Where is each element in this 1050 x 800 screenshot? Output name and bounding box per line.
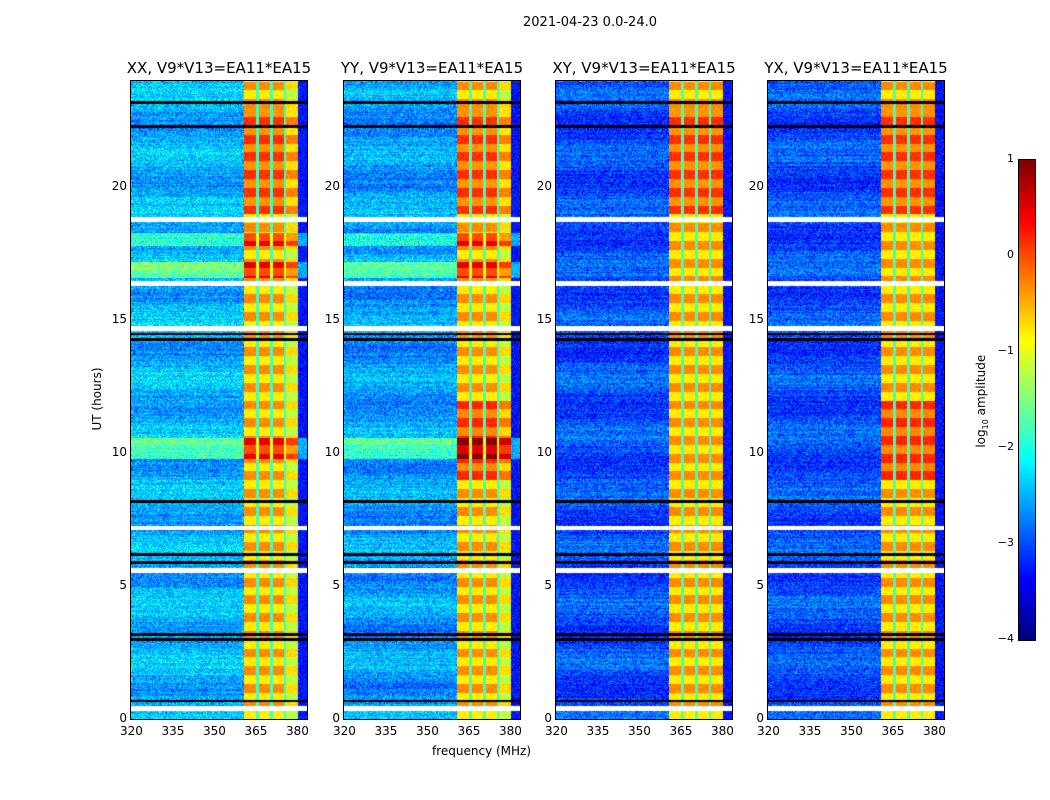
y-tick-label: 0 [544, 711, 552, 725]
y-tick-label: 15 [111, 312, 127, 327]
colorbar-tick-label: −4 [997, 632, 1014, 645]
x-tick-label: 380 [711, 724, 734, 738]
heatmap-image [556, 81, 732, 719]
y-tick-label: 10 [536, 445, 552, 460]
x-tick-label: 365 [669, 724, 693, 738]
x-tick-label: 380 [499, 724, 522, 738]
y-tick-label: 5 [332, 578, 340, 593]
colorbar-tick-label: 0 [1007, 248, 1014, 261]
y-tick-label: 20 [748, 179, 764, 194]
x-tick-label: 365 [457, 724, 481, 738]
panel-title: YX, V9*V13=EA11*EA15 [764, 59, 948, 77]
colorbar-tick-label: −3 [997, 536, 1014, 549]
x-tick-label: 320 [120, 724, 143, 738]
y-tick-label: 15 [324, 312, 340, 327]
y-tick-label: 20 [324, 179, 340, 194]
colorbar-gradient [1019, 160, 1035, 640]
y-tick-label: 20 [536, 179, 552, 194]
x-tick-label: 365 [881, 724, 905, 738]
x-tick-label: 350 [416, 724, 439, 738]
y-tick-label: 10 [324, 445, 340, 460]
panel-title: XY, V9*V13=EA11*EA15 [552, 59, 736, 77]
heatmap-panel [555, 80, 733, 720]
y-tick-label: 20 [111, 179, 127, 194]
heatmap-panel [767, 80, 945, 720]
x-tick-label: 320 [545, 724, 568, 738]
colorbar-label: log10 amplitude [973, 354, 991, 448]
y-axis-label: UT (hours) [90, 367, 104, 431]
y-tick-label: 0 [332, 711, 340, 725]
colorbar-tick-label: −2 [997, 440, 1014, 453]
x-tick-label: 350 [203, 724, 226, 738]
panel-title: YY, V9*V13=EA11*EA15 [340, 59, 524, 77]
x-tick-label: 335 [161, 724, 185, 738]
x-tick-label: 365 [244, 724, 268, 738]
x-tick-label: 350 [628, 724, 651, 738]
x-tick-label: 335 [798, 724, 822, 738]
y-tick-label: 15 [536, 312, 552, 327]
x-tick-label: 350 [840, 724, 863, 738]
heatmap-panel [130, 80, 308, 720]
colorbar [1018, 159, 1036, 641]
y-tick-label: 10 [748, 445, 764, 460]
figure-title: 2021-04-23 0.0-24.0 [523, 15, 657, 30]
colorbar-tick-label: −1 [997, 344, 1014, 357]
colorbar-tick-label: 1 [1007, 152, 1014, 165]
x-tick-label: 380 [286, 724, 309, 738]
y-tick-label: 5 [544, 578, 552, 593]
heatmap-image [344, 81, 520, 719]
y-tick-label: 0 [756, 711, 764, 725]
x-tick-label: 320 [333, 724, 356, 738]
y-tick-label: 5 [119, 578, 127, 593]
x-axis-label: frequency (MHz) [432, 744, 532, 758]
heatmap-panel [343, 80, 521, 720]
x-tick-label: 380 [923, 724, 946, 738]
x-tick-label: 320 [757, 724, 780, 738]
y-tick-label: 0 [119, 711, 127, 725]
y-tick-label: 10 [111, 445, 127, 460]
panel-title: XX, V9*V13=EA11*EA15 [126, 59, 312, 77]
x-tick-label: 335 [586, 724, 610, 738]
x-tick-label: 335 [374, 724, 398, 738]
y-tick-label: 15 [748, 312, 764, 327]
heatmap-image [131, 81, 307, 719]
heatmap-image [768, 81, 944, 719]
y-tick-label: 5 [756, 578, 764, 593]
